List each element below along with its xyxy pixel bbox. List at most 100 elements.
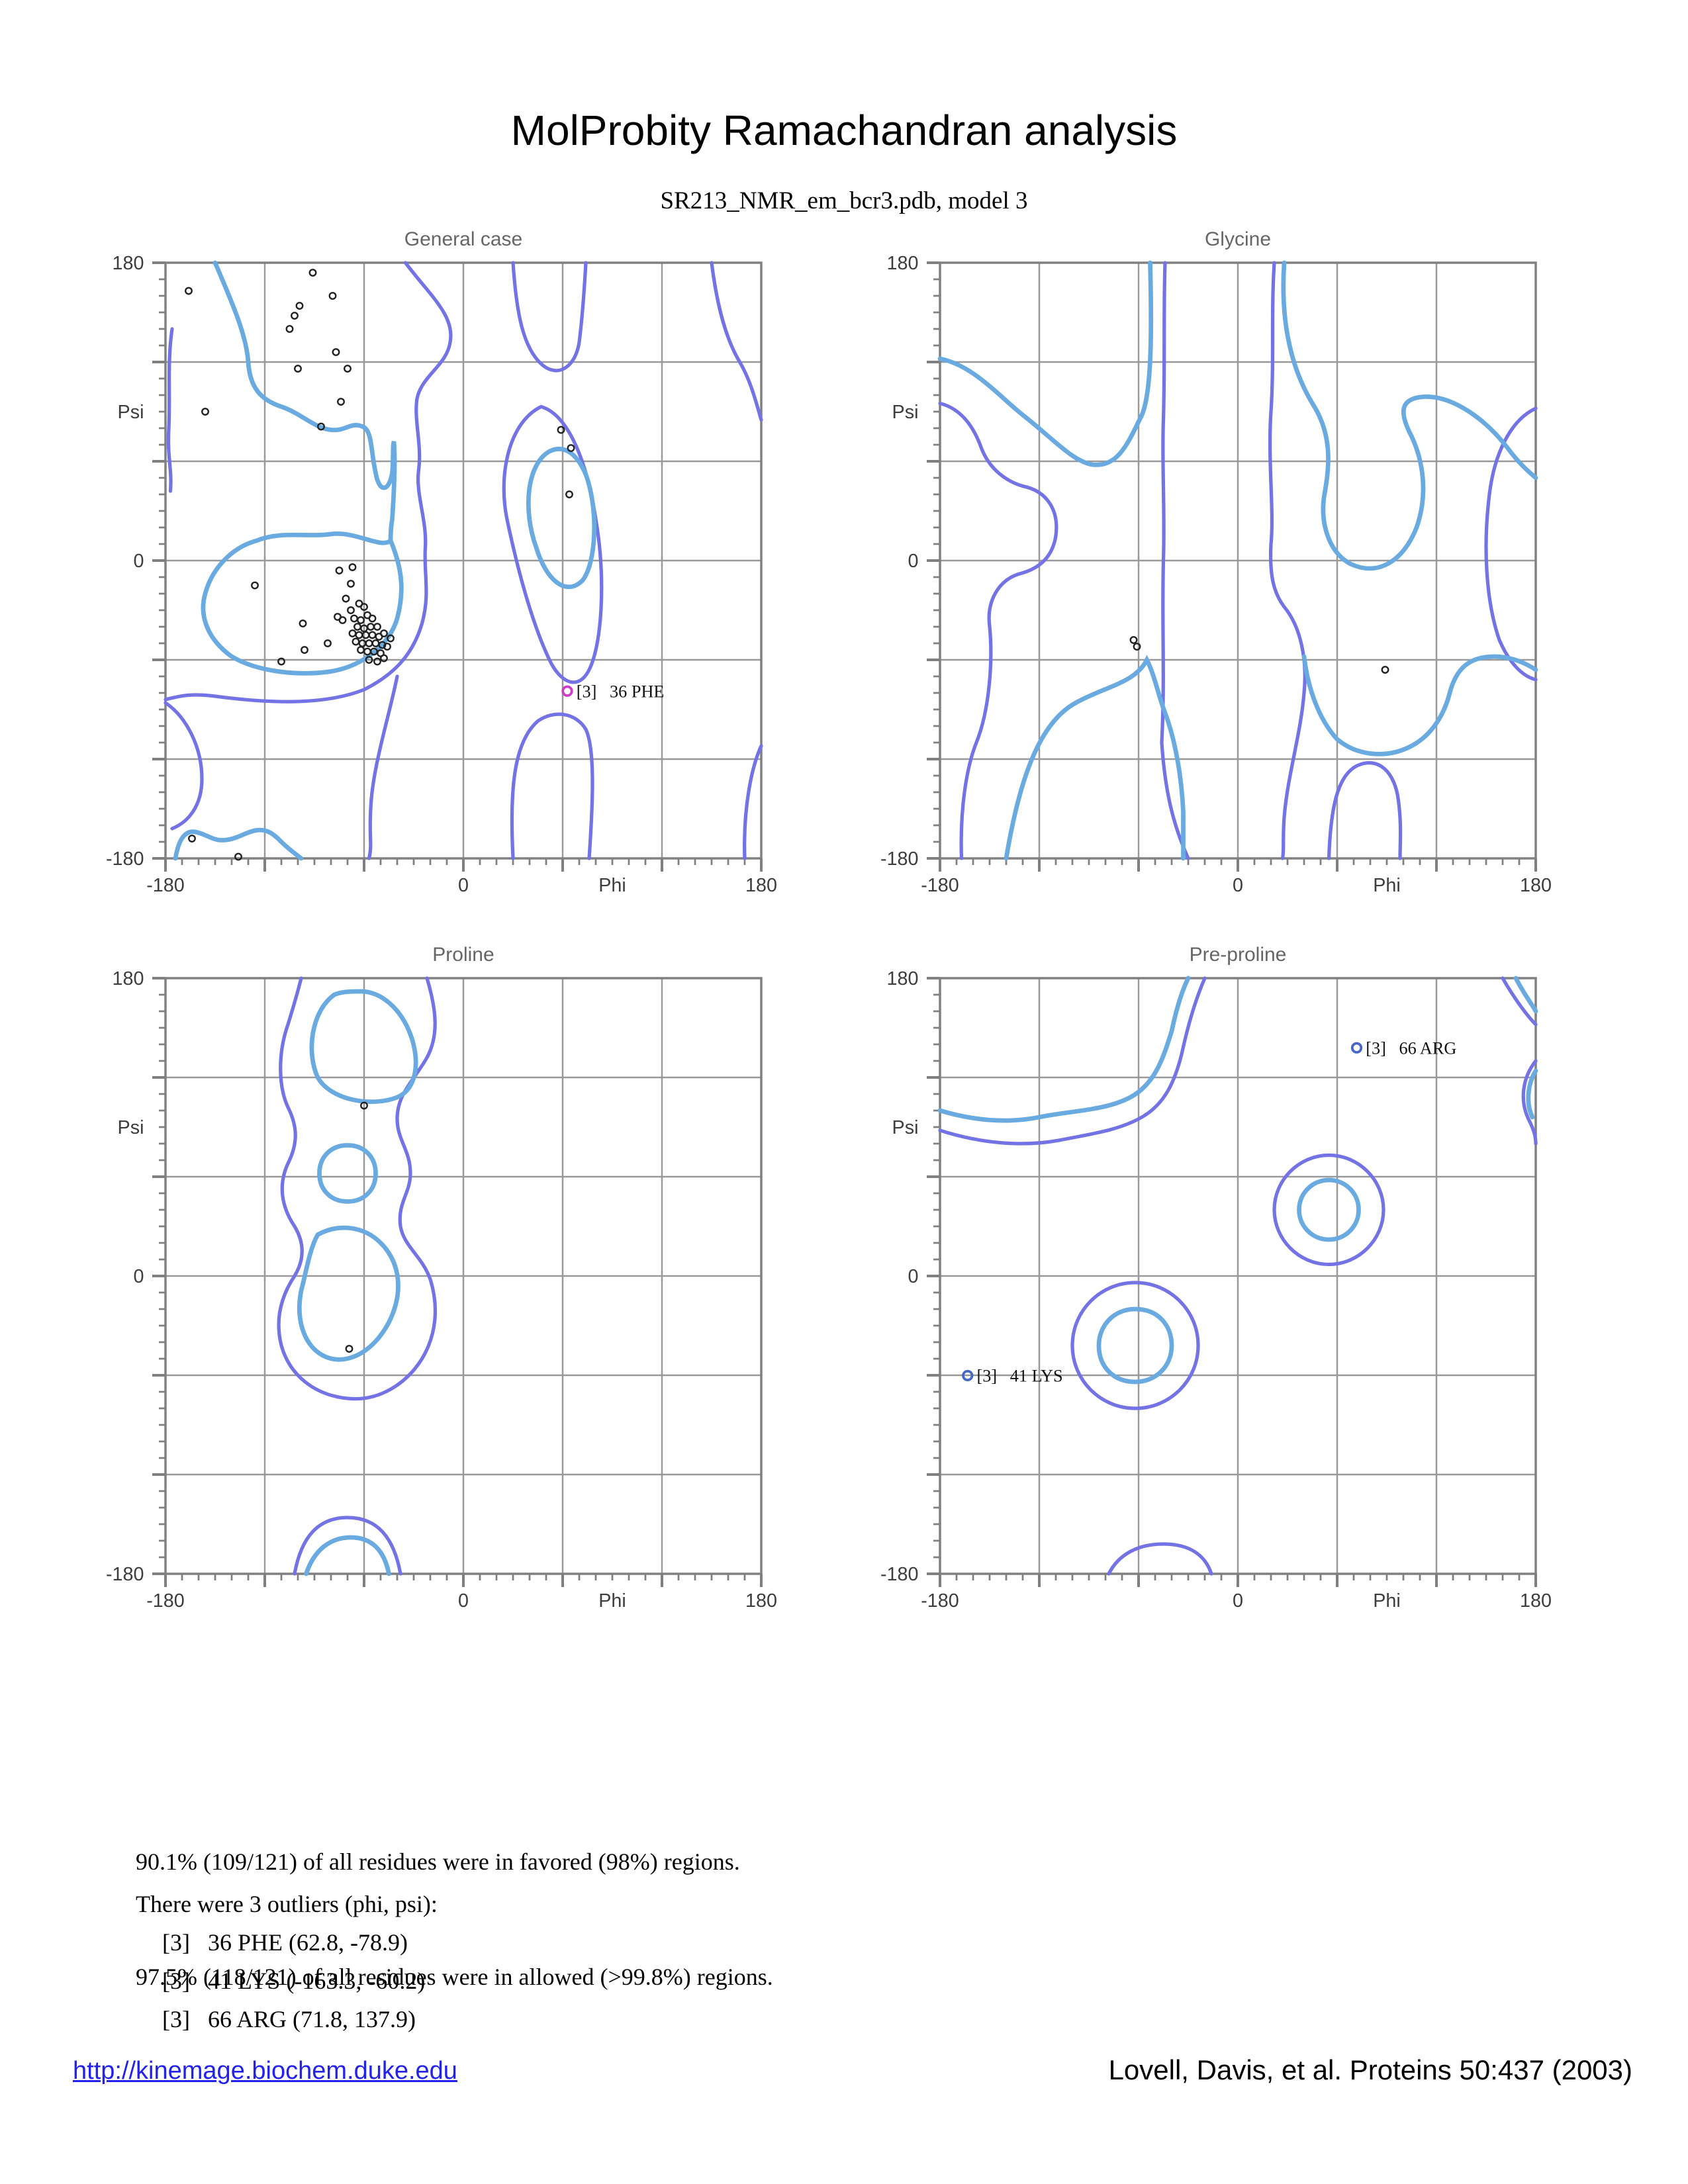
outlier-heading: There were 3 outliers (phi, psi): [136,1891,438,1917]
data-point [345,1345,353,1353]
data-point [368,631,377,639]
data-point [342,594,350,603]
data-point [201,408,209,416]
data-point [337,398,345,406]
allowed-region-contour [293,1516,402,1576]
plot-title-glycine: Glycine [1204,228,1272,250]
data-point [234,852,242,861]
data-point [308,269,317,277]
data-point [353,623,361,631]
outlier-label: [3] 66 ARG [1366,1038,1456,1058]
data-point [360,1101,368,1110]
allowed-region-contour [1501,976,1538,1026]
x-tick-label: 180 [745,875,777,896]
data-point [387,634,395,643]
data-point [355,631,363,639]
x-tick-label: 0 [1233,875,1243,896]
outlier-section: There were 3 outliers (phi, psi): [3] 36… [136,1885,438,2038]
data-point [295,302,304,310]
data-point [378,641,387,649]
outlier-point [1350,1042,1363,1054]
y-tick-label: Psi [892,1117,919,1138]
favored-region-contour [317,1143,378,1204]
plot-border [164,261,763,860]
allowed-region-contour [367,674,399,860]
data-point [188,835,196,842]
y-tick-label: 0 [908,551,919,572]
allowed-region-contour [1160,261,1190,860]
x-tick-label: Phi [1373,1590,1401,1612]
data-point [347,606,355,614]
outlier-item: [3] 66 ARG (71.8, 137.9) [162,2006,416,2032]
allowed-region-contour [511,261,588,373]
data-point [335,567,344,574]
data-point [277,657,285,666]
data-point [348,629,357,637]
data-point [380,654,388,662]
data-point [338,616,347,624]
allowed-region-contour [164,701,204,831]
y-tick-label: 180 [113,968,144,989]
plot-glycine: Glycine 180 Psi 0 -180 -180 0 Phi 180 [880,228,1552,896]
y-tick-label: -180 [106,1564,144,1585]
favored-region-contour [526,447,597,590]
y-tick-label: -180 [880,848,919,870]
x-tick-label: 0 [458,1590,469,1612]
x-tick-label: 180 [1520,1590,1552,1612]
kinemage-link[interactable]: http://kinemage.biochem.duke.edu [73,2057,457,2085]
plot-border [939,261,1537,860]
plot-title-proline: Proline [432,944,494,966]
outlier-item: [3] 41 LYS (-163.3, -60.2) [162,1968,426,1994]
y-tick-label: 0 [908,1266,919,1287]
data-point [1381,666,1389,674]
y-tick-label: 0 [134,551,144,572]
x-tick-label: Phi [598,1590,626,1612]
favored-region-contour [1096,1306,1174,1385]
data-point [324,639,332,647]
data-point [344,365,352,373]
data-point [365,639,373,647]
summary-favored-line: 90.1% (109/121) of all residues were in … [136,1848,740,1875]
allowed-region-contour [277,976,438,1401]
allowed-region-contour [1521,1059,1538,1146]
page-title: MolProbity Ramachandran analysis [510,107,1178,154]
outlier-label: [3] 36 PHE [577,682,665,701]
x-tick-label: -180 [921,875,959,896]
allowed-region-contour [1327,761,1403,860]
data-point [357,616,365,624]
data-point [1129,636,1138,644]
data-point [373,623,381,631]
data-point [380,629,388,637]
allowed-region-contour [1484,406,1538,682]
summary-block: 90.1% (109/121) of all residues were in … [136,1766,773,2073]
x-tick-label: Phi [1373,875,1401,896]
data-point [357,646,365,654]
outlier-point [962,1369,974,1382]
allowed-region-contour [1070,1281,1200,1410]
allowed-region-contour [510,712,594,860]
y-tick-label: -180 [106,848,144,870]
plot-proline: Proline 180 Psi 0 -180 -180 0 Phi 180 [106,944,777,1612]
ramachandran-plot-pre-proline: [3] 66 ARG [3] 41 LYS 180 Psi 0 -180-180 0 Phi 1… [880,968,1552,1612]
favored-region-contour [297,1225,400,1362]
data-point [373,657,381,666]
allowed-region-contour [164,261,453,704]
x-tick-label: -180 [921,1590,959,1612]
y-tick-label: -180 [880,1564,919,1585]
data-point [360,603,368,611]
allowed-region-contour [743,744,763,860]
data-point [251,581,259,590]
plot-border [164,977,763,1575]
data-point [348,563,357,571]
data-point [347,580,355,588]
data-point [328,292,337,300]
data-point [332,348,340,356]
plot-title-pre-proline: Pre-proline [1189,944,1287,966]
ramachandran-plot-proline: 180 Psi 0 -180-180 0 Phi 180 [106,968,777,1612]
plot-general-case: General case [3] 36 PHE 180 Psi 0 -180 -180 0 P… [106,228,777,896]
data-point [285,325,294,333]
x-tick-label: -180 [146,1590,185,1612]
y-tick-label: 180 [113,253,144,274]
data-point [1133,643,1141,651]
